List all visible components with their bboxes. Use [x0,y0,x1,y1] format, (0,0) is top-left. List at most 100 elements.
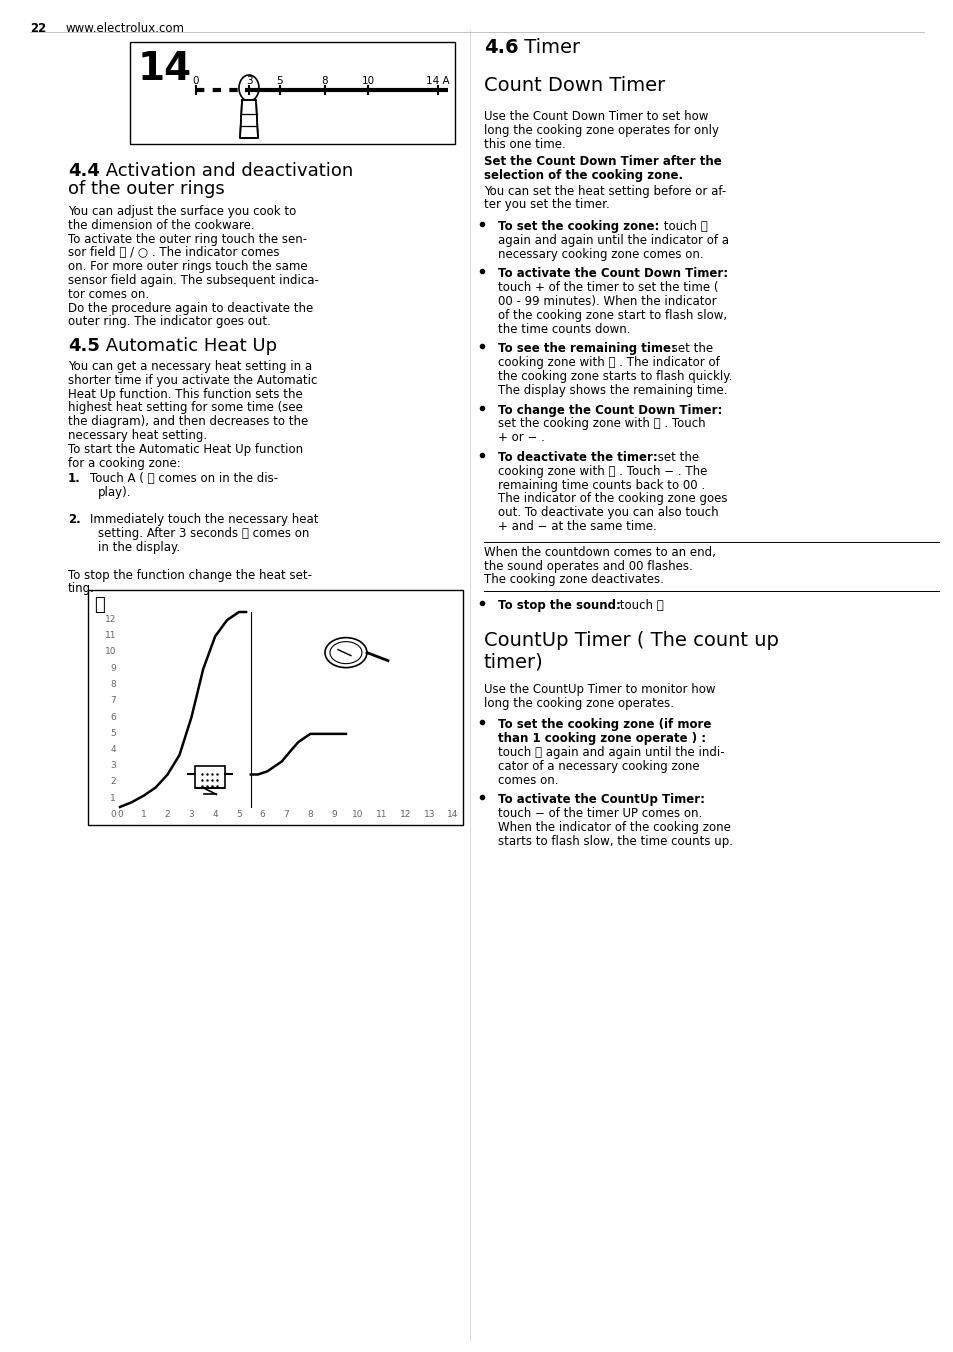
Text: outer ring. The indicator goes out.: outer ring. The indicator goes out. [68,315,271,329]
Text: set the: set the [654,452,699,464]
Text: 4.4: 4.4 [68,162,100,180]
Text: To deactivate the timer:: To deactivate the timer: [497,452,657,464]
Text: cooking zone with ⏱ . The indicator of: cooking zone with ⏱ . The indicator of [497,356,719,369]
Text: touch ⏱ again and again until the indi-: touch ⏱ again and again until the indi- [497,746,724,758]
Text: long the cooking zone operates.: long the cooking zone operates. [483,696,673,710]
Text: this one time.: this one time. [483,138,565,150]
Text: The indicator of the cooking zone goes: The indicator of the cooking zone goes [497,492,727,506]
Text: 22: 22 [30,22,46,35]
Text: play).: play). [98,485,132,499]
Text: selection of the cooking zone.: selection of the cooking zone. [483,169,682,181]
Text: touch ⏱: touch ⏱ [616,599,663,612]
Polygon shape [240,100,257,138]
Text: The display shows the remaining time.: The display shows the remaining time. [497,384,727,396]
Text: To activate the Count Down Timer:: To activate the Count Down Timer: [497,268,727,280]
Text: starts to flash slow, the time counts up.: starts to flash slow, the time counts up… [497,834,732,848]
Text: Set the Count Down Timer after the: Set the Count Down Timer after the [483,155,721,168]
Text: 14: 14 [138,50,192,88]
Text: 10: 10 [361,76,375,87]
Text: the cooking zone starts to flash quickly.: the cooking zone starts to flash quickly… [497,370,732,383]
Text: comes on.: comes on. [497,773,558,787]
Text: ter you set the timer.: ter you set the timer. [483,199,609,211]
Text: long the cooking zone operates for only: long the cooking zone operates for only [483,124,719,137]
Text: CountUp Timer ( The count up: CountUp Timer ( The count up [483,631,778,650]
Text: 6: 6 [259,810,265,819]
Text: 9: 9 [331,810,336,819]
Text: 5: 5 [235,810,241,819]
Text: the dimension of the cookware.: the dimension of the cookware. [68,219,254,231]
Text: www.electrolux.com: www.electrolux.com [66,22,185,35]
Text: the time counts down.: the time counts down. [497,323,630,335]
Text: Touch A ( Ⓡ comes on in the dis-: Touch A ( Ⓡ comes on in the dis- [90,472,278,485]
Text: The cooking zone deactivates.: The cooking zone deactivates. [483,573,663,587]
Text: in the display.: in the display. [98,541,180,554]
Text: 2.: 2. [68,514,81,526]
Text: 3: 3 [189,810,194,819]
Text: set the: set the [667,342,713,356]
Text: 00 - 99 minutes). When the indicator: 00 - 99 minutes). When the indicator [497,295,716,308]
Text: 9: 9 [111,664,116,673]
Text: 8: 8 [307,810,313,819]
Text: 13: 13 [423,810,435,819]
Text: 2: 2 [165,810,171,819]
Text: of the outer rings: of the outer rings [68,180,225,197]
Text: 14 A: 14 A [426,76,450,87]
Text: 7: 7 [283,810,289,819]
Text: on. For more outer rings touch the same: on. For more outer rings touch the same [68,260,307,273]
Text: necessary cooking zone comes on.: necessary cooking zone comes on. [497,247,703,261]
Text: out. To deactivate you can also touch: out. To deactivate you can also touch [497,506,718,519]
Text: 6: 6 [111,713,116,722]
Text: 4.6: 4.6 [483,38,518,57]
Text: To stop the function change the heat set-: To stop the function change the heat set… [68,569,312,581]
Text: Automatic Heat Up: Automatic Heat Up [100,337,276,356]
Text: 12: 12 [399,810,411,819]
Ellipse shape [325,638,367,668]
Text: Count Down Timer: Count Down Timer [483,76,664,95]
Text: 0: 0 [117,810,123,819]
Text: Use the CountUp Timer to monitor how: Use the CountUp Timer to monitor how [483,683,715,696]
Text: To see the remaining time:: To see the remaining time: [497,342,675,356]
Text: remaining time counts back to 00 .: remaining time counts back to 00 . [497,479,704,492]
Text: Immediately touch the necessary heat: Immediately touch the necessary heat [90,514,318,526]
Ellipse shape [239,74,258,101]
Text: When the indicator of the cooking zone: When the indicator of the cooking zone [497,821,730,834]
Text: 11: 11 [375,810,387,819]
Text: sensor field again. The subsequent indica-: sensor field again. The subsequent indic… [68,274,318,287]
Text: 4: 4 [213,810,217,819]
Text: To set the cooking zone (if more: To set the cooking zone (if more [497,718,711,731]
Text: 8: 8 [111,680,116,690]
Text: 12: 12 [105,615,116,625]
Text: To stop the sound:: To stop the sound: [497,599,620,612]
Text: + or − .: + or − . [497,431,544,445]
Text: again and again until the indicator of a: again and again until the indicator of a [497,234,728,247]
Text: To activate the CountUp Timer:: To activate the CountUp Timer: [497,794,704,806]
Text: ting.: ting. [68,583,94,595]
Text: setting. After 3 seconds Ⓡ comes on: setting. After 3 seconds Ⓡ comes on [98,527,309,541]
Text: Do the procedure again to deactivate the: Do the procedure again to deactivate the [68,301,313,315]
Text: 10: 10 [352,810,363,819]
Text: 1: 1 [141,810,147,819]
Text: + and − at the same time.: + and − at the same time. [497,521,656,533]
Text: necessary heat setting.: necessary heat setting. [68,429,207,442]
Text: 5: 5 [111,729,116,738]
Text: touch + of the timer to set the time (: touch + of the timer to set the time ( [497,281,718,295]
Text: To activate the outer ring touch the sen-: To activate the outer ring touch the sen… [68,233,307,246]
Text: You can set the heat setting before or af-: You can set the heat setting before or a… [483,185,725,197]
Text: sor field Ⓨ / ○ . The indicator comes: sor field Ⓨ / ○ . The indicator comes [68,246,279,260]
Text: cooking zone with ⏱ . Touch − . The: cooking zone with ⏱ . Touch − . The [497,465,706,477]
Text: cator of a necessary cooking zone: cator of a necessary cooking zone [497,760,699,773]
Text: for a cooking zone:: for a cooking zone: [68,457,180,469]
Text: Use the Count Down Timer to set how: Use the Count Down Timer to set how [483,110,708,123]
Text: ⏱: ⏱ [94,596,105,614]
Text: To set the cooking zone:: To set the cooking zone: [497,220,659,233]
Text: 4: 4 [111,745,116,754]
Ellipse shape [330,642,361,664]
Text: Activation and deactivation: Activation and deactivation [100,162,353,180]
Text: When the countdown comes to an end,: When the countdown comes to an end, [483,546,715,558]
Text: the sound operates and 00 flashes.: the sound operates and 00 flashes. [483,560,692,573]
Text: To start the Automatic Heat Up function: To start the Automatic Heat Up function [68,443,303,456]
Bar [88,589,462,825]
Text: set the cooking zone with ⏱ . Touch: set the cooking zone with ⏱ . Touch [497,418,705,430]
Text: You can get a necessary heat setting in a: You can get a necessary heat setting in … [68,360,312,373]
Text: 7: 7 [111,696,116,706]
